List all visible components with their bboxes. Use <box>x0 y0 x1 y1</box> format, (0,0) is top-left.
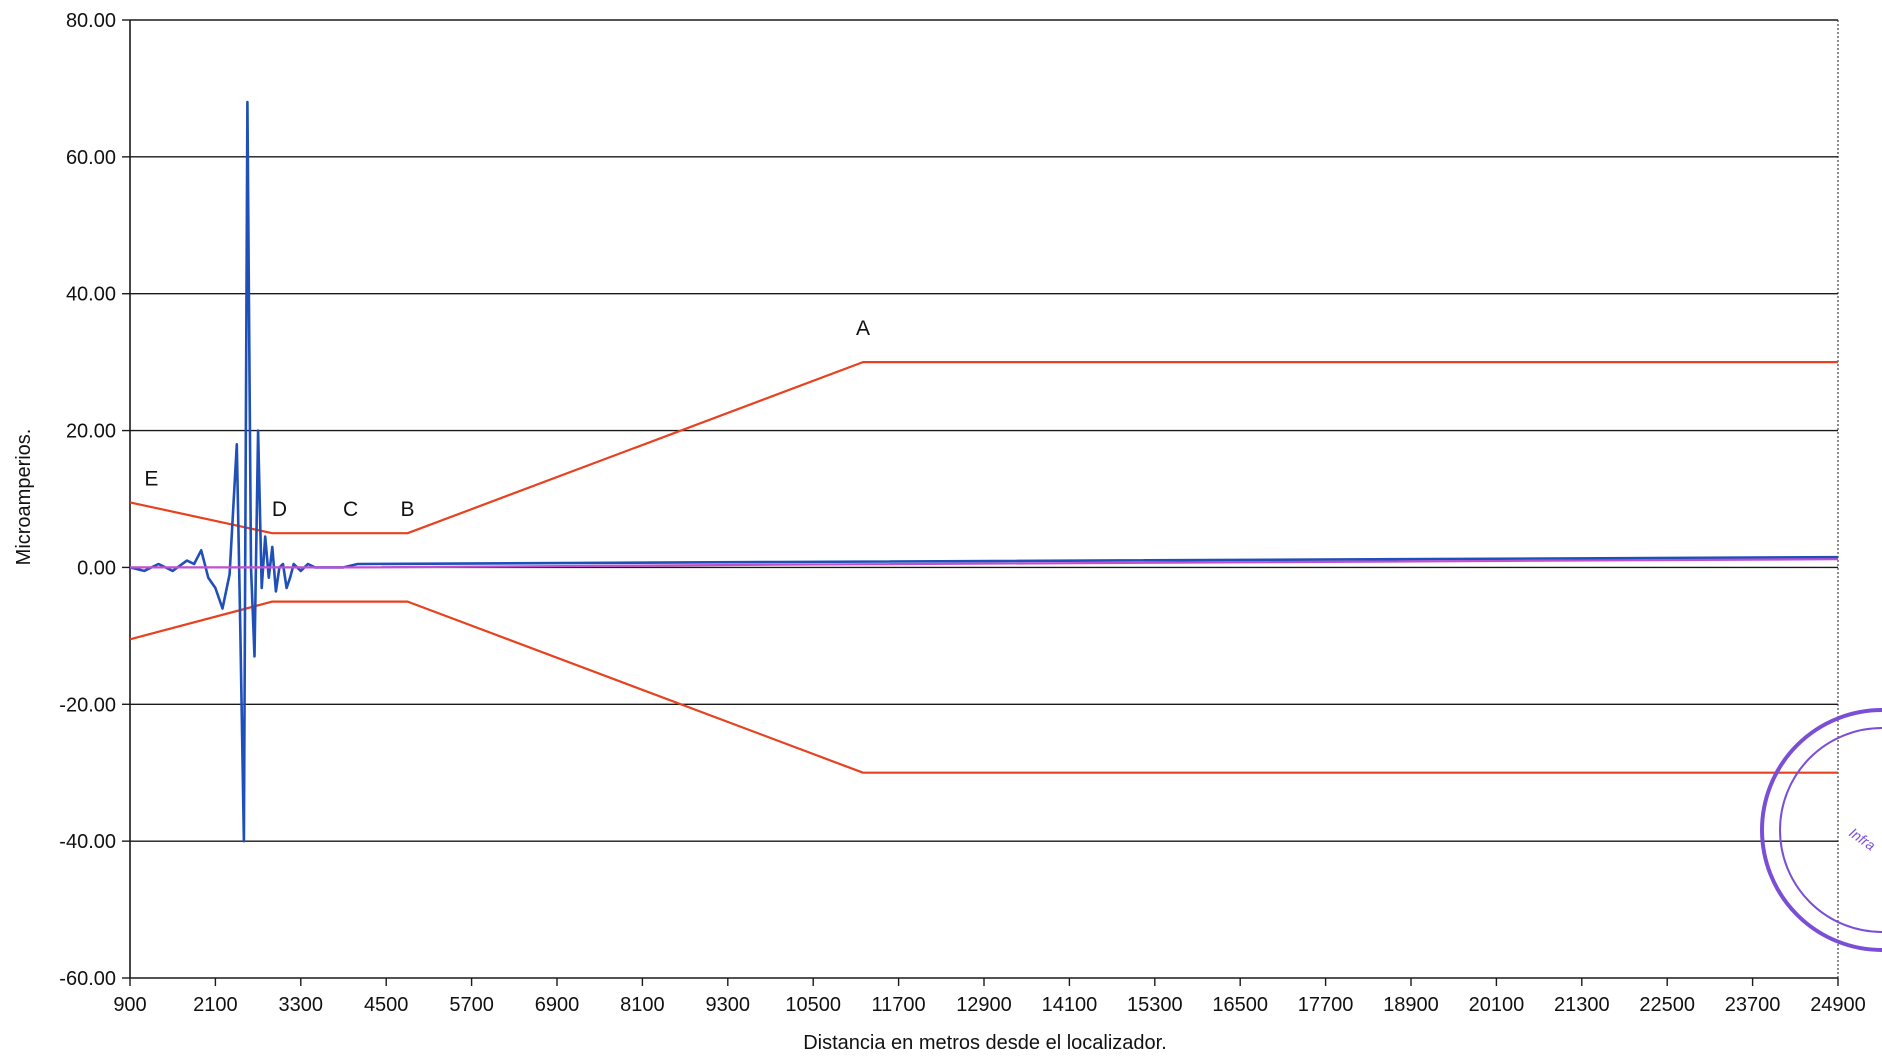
x-tick-label: 900 <box>113 994 146 1016</box>
series-line-3 <box>129 100 1839 843</box>
x-tick-label: 3300 <box>279 994 324 1016</box>
annotation-c: C <box>343 498 358 521</box>
stamp-outer-ring <box>1760 708 1882 952</box>
x-tick-label: 5700 <box>449 994 494 1016</box>
series-lines <box>129 100 1839 843</box>
y-tick-label: 80.00 <box>66 10 116 32</box>
series-line-2 <box>129 600 1838 774</box>
x-tick-label: 14100 <box>1042 994 1098 1016</box>
annotation-d: D <box>272 498 287 521</box>
x-tick-label: 6900 <box>535 994 580 1016</box>
annotation-b: B <box>401 498 415 521</box>
x-tick-label: 23700 <box>1725 994 1781 1016</box>
y-tick-label: -40.00 <box>59 831 116 853</box>
y-tick-label: 40.00 <box>66 284 116 306</box>
series-line-4 <box>130 558 1839 569</box>
x-tick-label: 20100 <box>1469 994 1525 1016</box>
x-tick-label: 8100 <box>620 994 665 1016</box>
annotations: A B C D E <box>144 317 870 521</box>
x-axis-title: Distancia en metros desde el localizador… <box>803 1032 1167 1054</box>
x-tick-labels: 900 2100 3300 4500 5700 6900 8100 9300 10500 1170… <box>113 994 1866 1016</box>
y-tick-label: 20.00 <box>66 421 116 443</box>
x-tick-label: 18900 <box>1383 994 1439 1016</box>
y-tick-label: -60.00 <box>59 968 116 990</box>
axes <box>122 19 1839 986</box>
x-tick-label: 16500 <box>1212 994 1268 1016</box>
y-axis-title: Microamperios. <box>13 429 35 566</box>
y-tick-label: 60.00 <box>66 147 116 169</box>
x-tick-label: 21300 <box>1554 994 1610 1016</box>
annotation-a: A <box>856 317 870 340</box>
x-tick-label: 4500 <box>364 994 409 1016</box>
x-tick-label: 10500 <box>785 994 841 1016</box>
y-tick-label: 0.00 <box>77 557 116 579</box>
y-tick-labels: 80.00 60.00 40.00 20.00 0.00 -20.00 -40.00 -60.… <box>59 10 116 990</box>
x-tick-label: 17700 <box>1298 994 1354 1016</box>
stamp-inner-ring <box>1779 727 1882 933</box>
series-line-1 <box>129 361 1838 535</box>
x-tick-label: 15300 <box>1127 994 1183 1016</box>
x-tick-label: 9300 <box>706 994 751 1016</box>
stamp-seal: Infra <box>1760 708 1882 952</box>
annotation-e: E <box>144 467 158 490</box>
x-tick-label: 2100 <box>193 994 238 1016</box>
x-tick-label: 12900 <box>956 994 1012 1016</box>
y-tick-label: -20.00 <box>59 694 116 716</box>
x-tick-label: 22500 <box>1639 994 1695 1016</box>
x-tick-label: 24900 <box>1810 994 1866 1016</box>
x-tick-label: 11700 <box>872 994 926 1016</box>
